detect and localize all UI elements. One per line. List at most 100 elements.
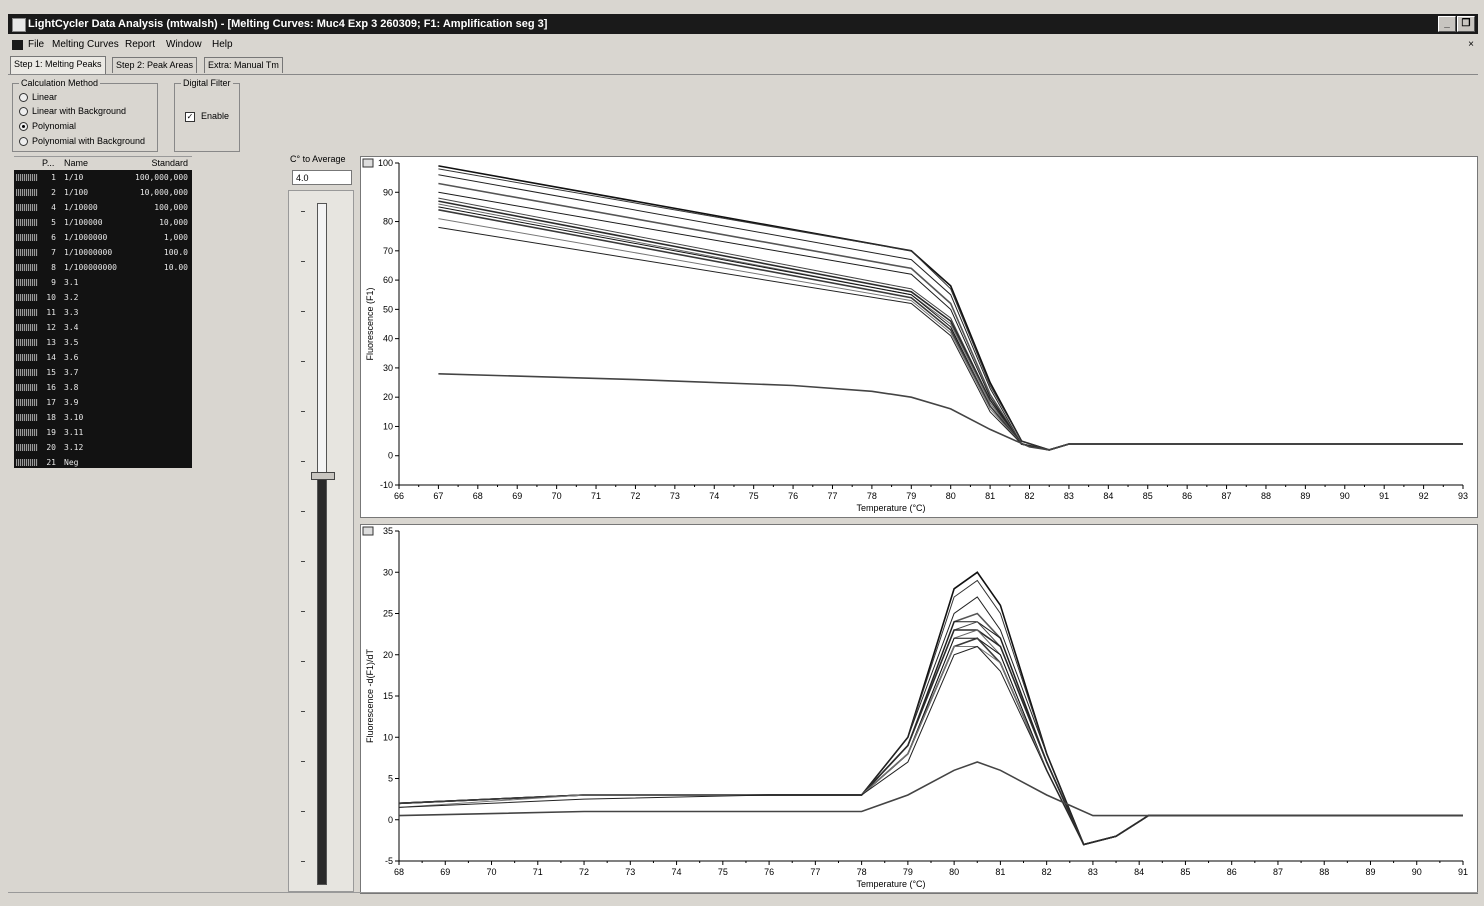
sample-pos: 20 [46,443,56,452]
menu-help[interactable]: Help [212,39,233,50]
sample-row[interactable]: 12 3.4 [14,320,192,335]
sample-color-swatch[interactable] [16,339,38,346]
sample-color-swatch[interactable] [16,234,38,241]
document-icon[interactable] [12,40,23,50]
slider-tick [301,711,305,712]
sample-row[interactable]: 7 1/10000000 100.0 [14,245,192,260]
sample-color-swatch[interactable] [16,354,38,361]
series-line-2 [398,579,1463,846]
sample-color-swatch[interactable] [16,414,38,421]
tab-peak-areas[interactable]: Step 2: Peak Areas [112,57,198,73]
sample-row[interactable]: 21 Neg [14,455,192,470]
sample-row[interactable]: 14 3.6 [14,350,192,365]
sample-color-swatch[interactable] [16,264,38,271]
radio-button-icon[interactable] [19,137,28,147]
series-line-12 [438,226,1463,451]
slider-tick [301,511,305,512]
x-tick-label: 86 [1182,491,1192,501]
sample-pos: 4 [51,203,56,212]
column-header-name[interactable]: Name [64,158,89,168]
x-tick-label: 66 [394,491,404,501]
sample-list: 1 1/10 100,000,000 2 1/100 10,000,000 4 1/10000… [14,170,192,468]
menu-file[interactable]: File [28,39,45,50]
menu-window[interactable]: Window [166,39,202,50]
sample-row[interactable]: 5 1/100000 10,000 [14,215,192,230]
x-tick-label: 72 [579,867,589,877]
sample-pos: 6 [51,233,56,242]
sample-row[interactable]: 1 1/10 100,000,000 [14,170,192,185]
x-tick-label: 71 [533,867,543,877]
slider-track[interactable] [317,203,327,885]
sample-row[interactable]: 6 1/1000000 1,000 [14,230,192,245]
checkbox-checked-icon[interactable]: ✓ [185,111,195,122]
sample-color-swatch[interactable] [16,189,38,196]
sample-standard: 10,000,000 [139,188,188,197]
slider-tick [301,311,305,312]
radio-button-icon[interactable] [19,107,28,117]
radio-button-selected-icon[interactable] [19,122,28,132]
sample-pos: 17 [46,398,56,407]
sample-name: 3.10 [64,413,84,422]
y-tick-label: 50 [383,304,393,314]
slider-tick [301,211,305,212]
series-line-12 [398,645,1463,846]
radio-button-icon[interactable] [19,93,28,103]
sample-row[interactable]: 9 3.1 [14,275,192,290]
menu-melting-curves[interactable]: Melting Curves [52,39,119,50]
radio-linear-background[interactable]: Linear with Background [19,105,126,117]
sample-row[interactable]: 10 3.2 [14,290,192,305]
x-tick-label: 75 [749,491,759,501]
sample-color-swatch[interactable] [16,444,38,451]
radio-polynomial-background[interactable]: Polynomial with Background [19,135,145,147]
tab-melting-peaks[interactable]: Step 1: Melting Peaks [10,56,106,74]
enable-filter-checkbox[interactable]: ✓ Enable [185,111,230,122]
y-tick-label: 40 [383,334,393,344]
restore-button[interactable]: ❐ [1457,16,1475,32]
mdi-close-button[interactable]: × [1468,39,1474,50]
sample-row[interactable]: 19 3.11 [14,425,192,440]
sample-row[interactable]: 4 1/10000 100,000 [14,200,192,215]
slider-tick [301,561,305,562]
sample-color-swatch[interactable] [16,459,38,466]
sample-color-swatch[interactable] [16,294,38,301]
tab-manual-tm[interactable]: Extra: Manual Tm [204,57,283,73]
sample-pos: 12 [46,323,56,332]
melting-peak-chart: -5 0 5 10 15 20 25 30 35 68 69 70 71 72 73 74 75 76 77 78 79… [362,526,1468,889]
sample-color-swatch[interactable] [16,369,38,376]
sample-color-swatch[interactable] [16,324,38,331]
sample-color-swatch[interactable] [16,249,38,256]
menu-report[interactable]: Report [125,39,156,50]
sample-row[interactable]: 2 1/100 10,000,000 [14,185,192,200]
radio-linear[interactable]: Linear [19,91,57,103]
sample-row[interactable]: 13 3.5 [14,335,192,350]
sample-color-swatch[interactable] [16,204,38,211]
sample-color-swatch[interactable] [16,309,38,316]
sample-row[interactable]: 11 3.3 [14,305,192,320]
sample-color-swatch[interactable] [16,174,38,181]
slider-thumb[interactable] [311,472,335,480]
digital-filter-label: Digital Filter [181,77,233,89]
radio-polynomial[interactable]: Polynomial [19,120,76,132]
sample-color-swatch[interactable] [16,399,38,406]
sample-row[interactable]: 15 3.7 [14,365,192,380]
sample-color-swatch[interactable] [16,384,38,391]
sample-row[interactable]: 20 3.12 [14,440,192,455]
column-header-pos[interactable]: P... [42,158,55,168]
sample-row[interactable]: 8 1/100000000 10.00 [14,260,192,275]
sample-row[interactable]: 16 3.8 [14,380,192,395]
sample-row[interactable]: 17 3.9 [14,395,192,410]
sample-row[interactable]: 18 3.10 [14,410,192,425]
y-tick-label: 10 [383,732,393,742]
average-input[interactable]: 4.0 [292,170,352,185]
minimize-button[interactable]: _ [1438,16,1456,32]
average-slider[interactable] [288,190,354,892]
x-tick-label: 68 [394,867,404,877]
column-header-standard[interactable]: Standard [151,158,188,168]
sample-color-swatch[interactable] [16,279,38,286]
slider-tick [301,761,305,762]
chart-options-icon [362,158,374,168]
slider-tick [301,611,305,612]
sample-pos: 14 [46,353,56,362]
sample-color-swatch[interactable] [16,429,38,436]
sample-color-swatch[interactable] [16,219,38,226]
